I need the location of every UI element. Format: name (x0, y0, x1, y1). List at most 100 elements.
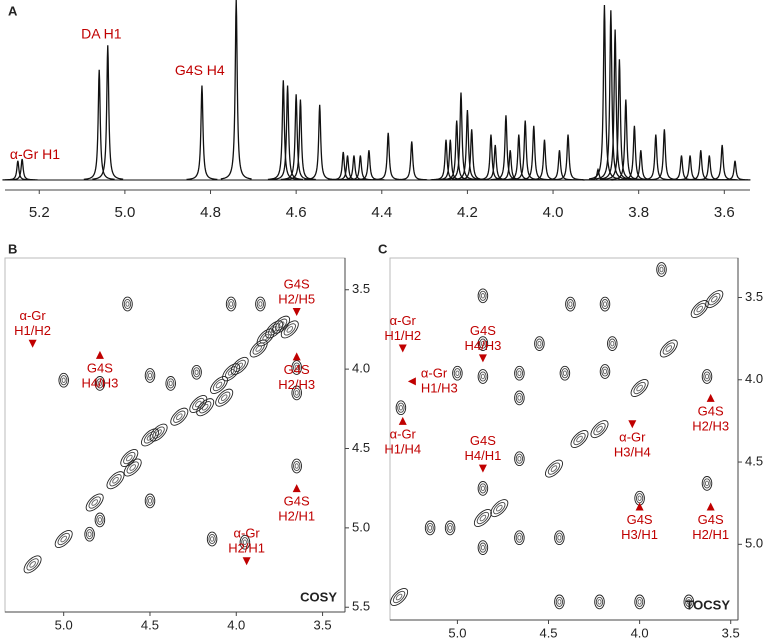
panel-label: B (8, 241, 17, 256)
contour-ring (514, 451, 525, 467)
contour-ring (634, 594, 645, 610)
cross-peak (249, 339, 268, 358)
y-tick-label: 4.0 (352, 361, 370, 376)
contour-ring (517, 534, 522, 541)
contour-ring (210, 376, 228, 394)
contour-ring (60, 535, 67, 543)
annotation-text: H1/H2 (14, 323, 51, 338)
contour-ring (555, 596, 564, 607)
cross-peak (122, 296, 133, 312)
annotation-text: G4S (698, 512, 724, 527)
contour-ring (479, 338, 487, 349)
contour-ring (570, 430, 589, 448)
contour-ring (218, 391, 231, 404)
contour-ring (147, 498, 153, 504)
contour-ring (294, 390, 299, 396)
cross-peak (690, 300, 709, 318)
contour-ring (176, 413, 183, 420)
annotation-text: H4/H3 (464, 338, 501, 353)
peak (186, 85, 218, 181)
contour-ring (514, 390, 525, 406)
cross-peak (599, 364, 611, 379)
cross-peak (477, 481, 489, 496)
contour-ring (54, 530, 73, 548)
contour-ring (94, 512, 106, 528)
cross-peak (210, 376, 228, 394)
annotation-text: H2/H3 (692, 418, 729, 433)
cross-peak (599, 296, 611, 312)
annotation-text: H4/H1 (464, 448, 501, 463)
contour-ring (262, 334, 269, 341)
contour-ring (515, 392, 524, 403)
cross-peak (94, 512, 106, 528)
cross-peak (106, 471, 125, 490)
cross-peak (280, 320, 299, 339)
annotation-text: α-Gr (619, 430, 646, 445)
contour-ring (23, 555, 42, 574)
peak (284, 99, 316, 181)
annotation-arrow (706, 393, 715, 402)
peak (83, 69, 115, 180)
annotation-text: H4/H3 (81, 375, 118, 390)
cross-peak (659, 339, 678, 358)
contour-ring (704, 480, 710, 487)
contour-ring (170, 407, 189, 426)
contour-ring (208, 533, 216, 545)
annotation-text: H2/H1 (228, 541, 265, 556)
peak (344, 155, 376, 181)
cross-peak (477, 336, 489, 351)
contour-ring (477, 336, 489, 351)
annotation-text: G4S (698, 403, 724, 418)
annotation-text: G4S (87, 360, 113, 375)
contour-ring (424, 520, 436, 536)
contour-ring (397, 402, 405, 413)
peak-annotation: G4S H4 (175, 62, 225, 78)
contour-ring (26, 558, 39, 571)
contour-ring (252, 342, 265, 355)
contour-ring (168, 380, 173, 387)
contour-ring (144, 368, 156, 383)
cross-peak (554, 594, 565, 610)
annotation-arrow (292, 484, 301, 493)
contour-ring (58, 372, 69, 388)
annotation-arrow (398, 344, 407, 353)
annotation-arrow (292, 307, 301, 316)
annotation-text: α-Gr (233, 526, 260, 541)
x-tick-label: 4.6 (286, 204, 307, 221)
x-tick-label: 3.6 (714, 204, 735, 221)
contour-ring (594, 594, 605, 610)
x-tick-label: 4.8 (200, 204, 221, 221)
contour-ring (559, 365, 571, 381)
cross-peak (94, 376, 106, 391)
x-tick-label: 4.2 (457, 204, 478, 221)
contour-ring (490, 499, 509, 518)
contour-ring (61, 377, 66, 383)
contour-ring (480, 373, 485, 380)
cross-peak (54, 530, 73, 548)
cross-peak (607, 336, 618, 351)
contour-ring (517, 370, 522, 376)
contour-ring (194, 369, 199, 376)
contour-ring (129, 464, 136, 471)
peak (445, 92, 477, 181)
annotation-text: H2/H1 (278, 509, 315, 524)
cross-peak (191, 364, 202, 380)
contour-ring (635, 596, 644, 607)
contour-ring (708, 292, 721, 306)
contour-ring (685, 596, 693, 607)
contour-ring (479, 514, 487, 522)
cross-peak (165, 376, 176, 391)
contour-ring (446, 522, 454, 533)
peak (518, 125, 550, 181)
annotation-arrow (706, 502, 715, 511)
peak (338, 155, 370, 181)
cross-peak (84, 526, 95, 542)
contour-ring (294, 364, 299, 371)
contour-ring (477, 540, 489, 555)
peak (267, 80, 299, 181)
contour-ring (112, 476, 119, 484)
peak (272, 85, 304, 181)
contour-ring (565, 296, 576, 312)
contour-ring (57, 532, 70, 546)
annotation-text: G4S (284, 362, 310, 377)
